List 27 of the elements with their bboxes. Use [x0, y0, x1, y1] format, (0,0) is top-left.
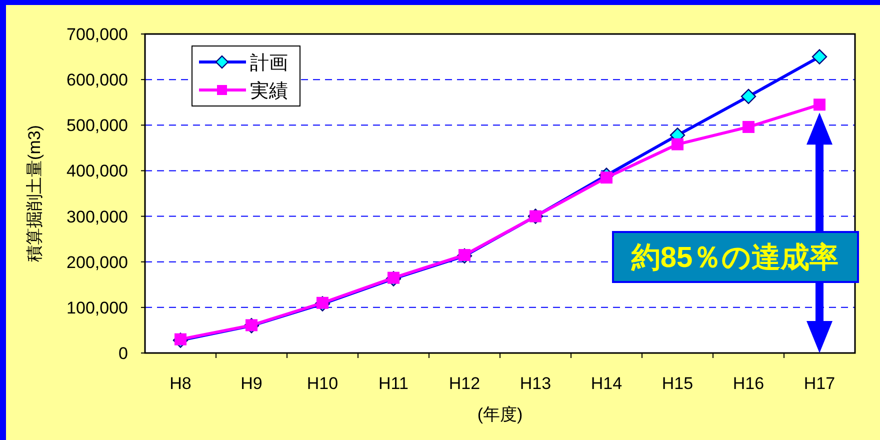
- x-tick-label: H14: [590, 374, 622, 393]
- y-tick-label: 100,000: [66, 298, 128, 318]
- x-tick-label: H16: [732, 374, 764, 393]
- point: [672, 138, 684, 150]
- x-tick-label: H8: [170, 374, 192, 393]
- x-tick-label: H17: [804, 374, 836, 393]
- x-tick-label: H11: [378, 374, 408, 393]
- x-tick-label: H13: [520, 374, 552, 393]
- point: [600, 172, 612, 184]
- x-tick-label: H15: [662, 374, 694, 393]
- y-tick-label: 700,000: [66, 25, 128, 44]
- point: [814, 98, 826, 111]
- x-tick-label: H12: [448, 374, 480, 393]
- legend-label: 計画: [250, 53, 288, 74]
- x-axis-title: (年度): [477, 405, 523, 424]
- legend-label: 実績: [250, 80, 288, 102]
- annotation: 約85％の達成率: [630, 241, 839, 274]
- y-tick-label: 400,000: [66, 162, 128, 181]
- y-tick-label: 200,000: [66, 252, 128, 272]
- y-tick-label: 500,000: [66, 116, 128, 136]
- y-tick-label: 600,000: [66, 70, 128, 90]
- y-tick-label: 0: [118, 344, 128, 363]
- x-tick-label: H10: [306, 374, 338, 393]
- y-tick-label: 300,000: [66, 207, 128, 226]
- x-tick-label: H9: [240, 374, 262, 393]
- y-axis-title: 積算掘削土量(m3): [25, 125, 44, 262]
- point: [742, 120, 754, 133]
